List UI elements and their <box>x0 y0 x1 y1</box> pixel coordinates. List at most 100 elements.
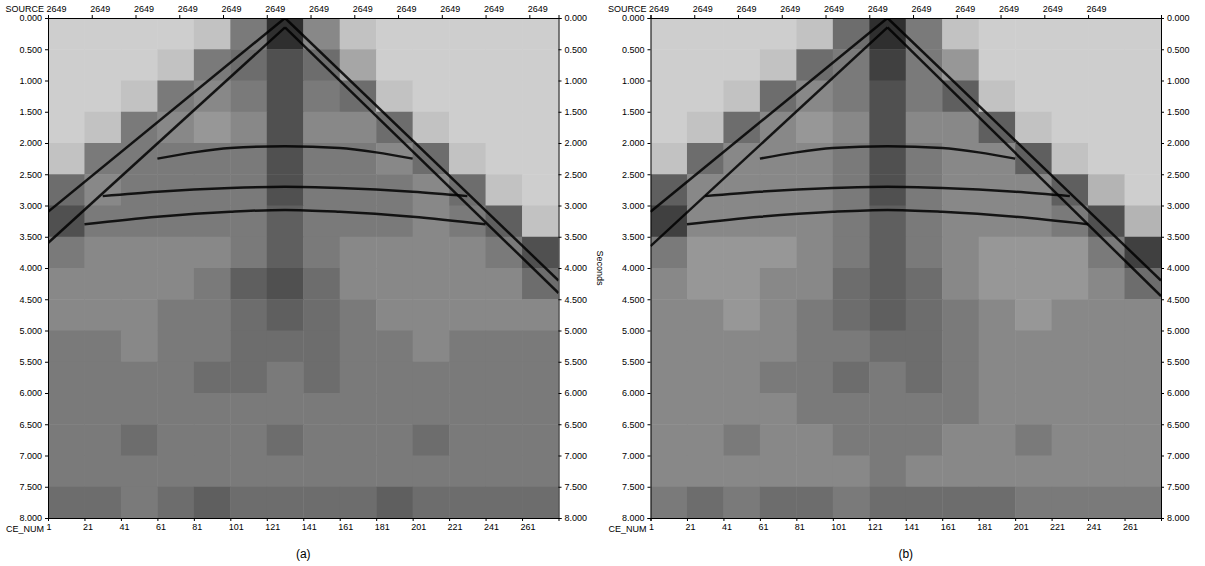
tick-mark <box>45 237 48 238</box>
tick-label: 7.000 <box>622 451 645 461</box>
amplitude-cell <box>121 456 158 488</box>
amplitude-cell <box>1088 81 1125 113</box>
tick: 2649 <box>47 4 67 18</box>
tick: 6.500 <box>19 420 48 430</box>
amplitude-cell <box>157 206 194 238</box>
tick-mark <box>648 487 651 488</box>
tick: 4.000 <box>1161 263 1190 273</box>
amplitude-cell <box>979 268 1016 300</box>
amplitude-cell <box>979 112 1016 144</box>
amplitude-cell <box>1125 331 1161 363</box>
tick-label: 0.000 <box>622 13 645 23</box>
tick-mark <box>1044 15 1045 18</box>
tick: 161 <box>338 518 353 532</box>
tick: 1.000 <box>19 76 48 86</box>
amplitude-cell <box>48 18 85 50</box>
amplitude-cell <box>449 393 486 425</box>
amplitude-cell <box>942 112 979 144</box>
amplitude-cell <box>651 393 688 425</box>
tick-label: 2649 <box>47 4 67 14</box>
amplitude-cell <box>651 81 688 113</box>
tick-mark <box>1161 237 1164 238</box>
tick: 81 <box>795 518 805 532</box>
amplitude-cell <box>303 393 340 425</box>
amplitude-cell <box>1052 81 1089 113</box>
tick: 4.500 <box>19 295 48 305</box>
amplitude-cell <box>723 362 760 394</box>
tick-mark <box>45 393 48 394</box>
amplitude-cell <box>1015 112 1052 144</box>
amplitude-cell <box>413 424 450 456</box>
panel-label: (a) <box>296 547 311 561</box>
tick-label: 61 <box>758 522 768 532</box>
amplitude-cell <box>449 424 486 456</box>
tick-mark <box>559 268 562 269</box>
tick-mark <box>45 456 48 457</box>
tick: 3.000 <box>622 201 651 211</box>
tick-label: 1.000 <box>1167 76 1190 86</box>
tick-mark <box>45 49 48 50</box>
amplitude-cell <box>84 424 121 456</box>
tick-label: 81 <box>192 522 202 532</box>
tick: 3.500 <box>559 232 588 242</box>
x-axis-bottom: 121416181101121141161181201221241261 <box>47 518 560 532</box>
tick-label: 5.000 <box>1167 326 1190 336</box>
amplitude-cell <box>486 81 523 113</box>
tick-mark <box>648 237 651 238</box>
amplitude-cell <box>121 487 158 518</box>
amplitude-cell <box>267 424 304 456</box>
amplitude-cell <box>157 456 194 488</box>
amplitude-cell <box>869 81 906 113</box>
amplitude-cell <box>760 206 797 238</box>
amplitude-cell <box>84 299 121 331</box>
event-line <box>888 27 1161 296</box>
tick-mark <box>694 15 695 18</box>
amplitude-cell <box>157 268 194 300</box>
amplitude-cell <box>194 393 231 425</box>
amplitude-cell <box>1052 174 1089 206</box>
axis-line <box>49 15 560 19</box>
tick: 0.000 <box>19 13 48 23</box>
tick: 1.500 <box>622 107 651 117</box>
tick-mark <box>648 299 651 300</box>
tick-mark <box>1015 518 1016 521</box>
amplitude-cell <box>1052 362 1089 394</box>
amplitude-cell <box>833 49 870 81</box>
tick: 2649 <box>528 4 548 18</box>
tick: 2.000 <box>559 138 588 148</box>
amplitude-cell <box>1015 237 1052 269</box>
amplitude-cell <box>84 393 121 425</box>
tick: 2.500 <box>622 170 651 180</box>
tick-mark <box>1161 424 1164 425</box>
tick-label: 4.500 <box>622 295 645 305</box>
tick: 2649 <box>912 4 932 18</box>
amplitude-cell <box>687 268 724 300</box>
amplitude-cell <box>157 331 194 363</box>
tick-label: 5.000 <box>622 326 645 336</box>
amplitude-cell <box>413 362 450 394</box>
amplitude-cell <box>723 268 760 300</box>
tick-mark <box>442 15 443 18</box>
tick: 1.500 <box>19 107 48 117</box>
amplitude-cell <box>486 18 523 50</box>
amplitude-cell <box>267 174 304 206</box>
tick: 7.500 <box>19 482 48 492</box>
tick: 261 <box>1123 518 1138 532</box>
tick-mark <box>48 518 49 521</box>
amplitude-cell <box>48 237 85 269</box>
amplitude-cell <box>1088 362 1125 394</box>
amplitude-cell <box>1125 18 1161 50</box>
tick-mark <box>648 174 651 175</box>
tick-mark <box>1088 15 1089 18</box>
tick-label: 2649 <box>440 4 460 14</box>
amplitude-cell <box>194 112 231 144</box>
amplitude-cell <box>1125 49 1161 81</box>
amplitude-cell <box>833 18 870 50</box>
tick-mark <box>121 518 122 521</box>
tick-label: 2649 <box>955 4 975 14</box>
tick-mark <box>1161 331 1164 332</box>
amplitude-cell <box>449 331 486 363</box>
tick-label: 1.500 <box>565 107 588 117</box>
tick-mark <box>267 518 268 521</box>
amplitude-cell <box>522 268 558 300</box>
